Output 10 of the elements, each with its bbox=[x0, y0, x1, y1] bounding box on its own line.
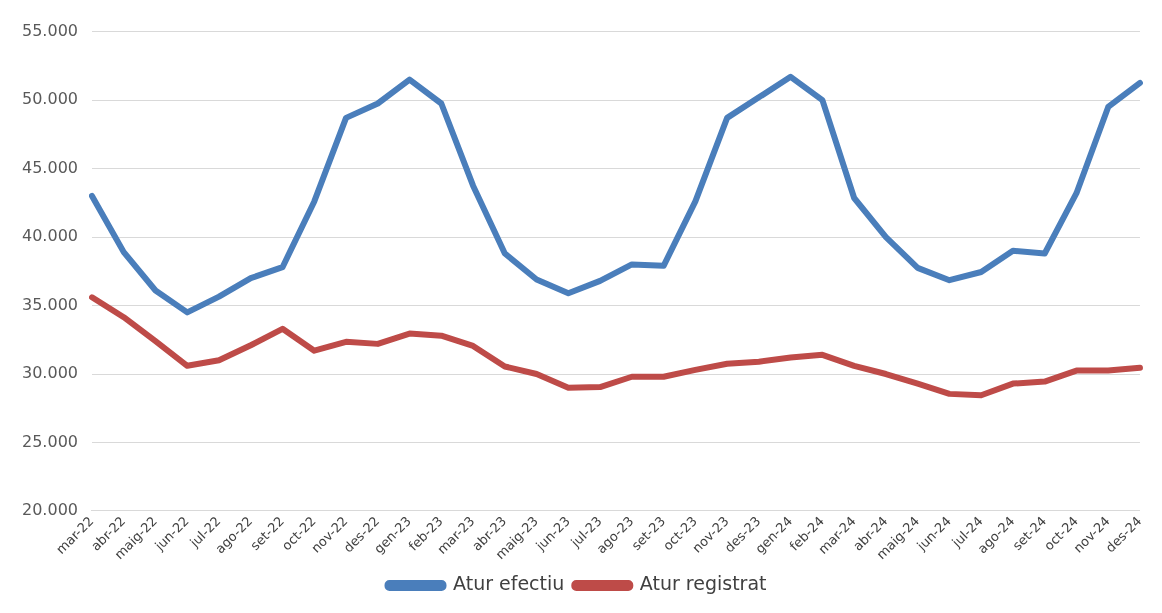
y-tick-label: 45.000 bbox=[22, 157, 78, 177]
legend-label: Atur efectiu bbox=[453, 572, 565, 595]
y-tick-label: 35.000 bbox=[22, 294, 78, 314]
y-tick-label: 55.000 bbox=[22, 20, 78, 40]
y-tick-label: 50.000 bbox=[22, 89, 78, 109]
legend-label: Atur registrat bbox=[639, 572, 767, 595]
y-tick-label: 30.000 bbox=[22, 363, 78, 383]
y-tick-label: 25.000 bbox=[22, 431, 78, 451]
y-tick-label: 40.000 bbox=[22, 226, 78, 246]
y-tick-label: 20.000 bbox=[22, 500, 78, 520]
